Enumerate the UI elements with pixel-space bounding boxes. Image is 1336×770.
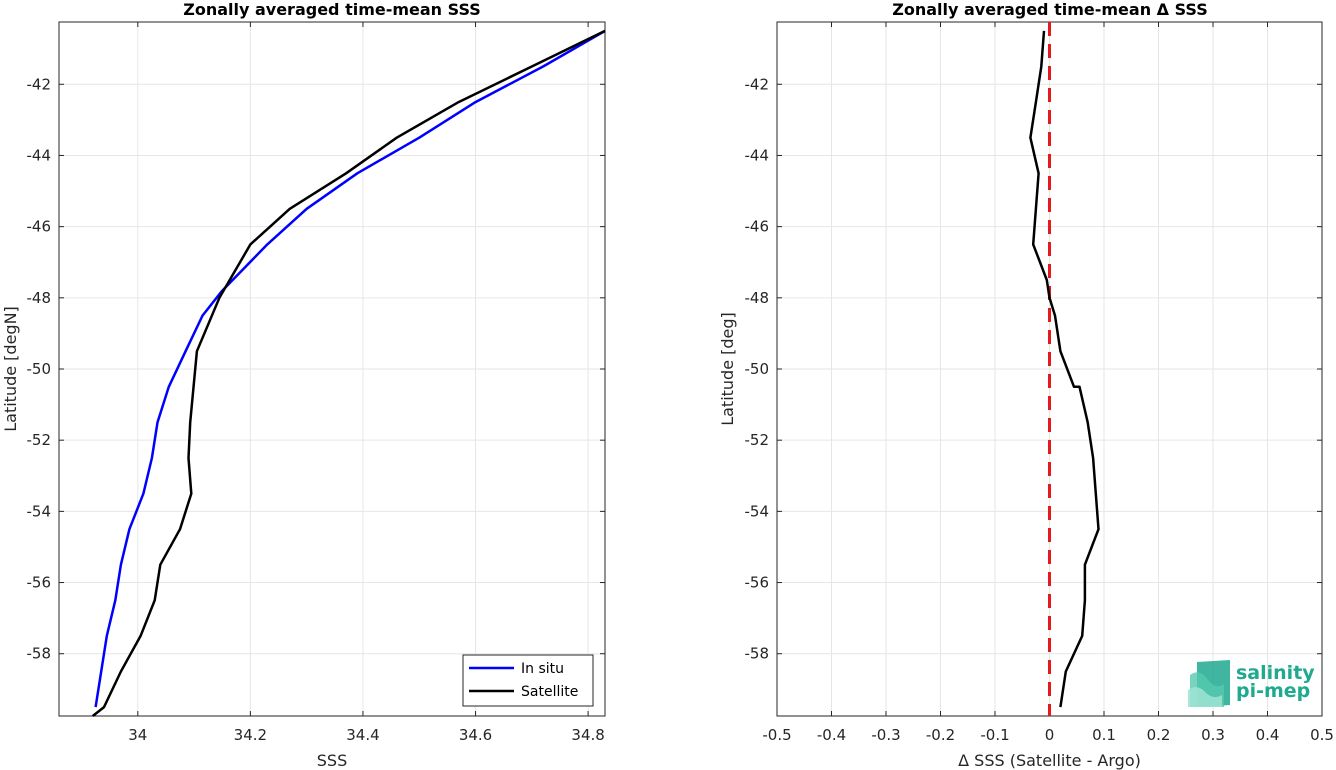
legend-entry-label: In situ — [521, 661, 564, 677]
y-tick-label: -54 — [745, 502, 770, 520]
x-tick-label: 34.4 — [346, 726, 379, 744]
y-tick-label: -44 — [745, 146, 770, 164]
x-tick-label: -0.2 — [926, 726, 955, 744]
y-tick-label: -42 — [745, 75, 770, 93]
x-tick-label: 0.5 — [1310, 726, 1334, 744]
y-tick-label: -54 — [27, 502, 52, 520]
legend-box — [462, 654, 594, 707]
left-chart-panel: 34 34.2 34.4 34.6 34.8 -58 -56 -54 -52 -50 -48 -46 -… — [1, 0, 606, 770]
y-tick-label: -58 — [745, 645, 770, 663]
y-tick-label: -48 — [745, 289, 770, 307]
salinity-pi-mep-logo: salinity pi-mep — [1188, 660, 1315, 707]
chart-title: Zonally averaged time-mean SSS — [183, 0, 481, 19]
y-tick-label: -50 — [27, 360, 52, 378]
x-axis-label: Δ SSS (Satellite - Argo) — [958, 751, 1141, 770]
x-tick-label: 34 — [128, 726, 147, 744]
legend: In situ Satellite — [462, 654, 594, 707]
y-axis-label: Latitude [degN] — [1, 306, 20, 432]
y-axis-label: Latitude [deg] — [718, 312, 737, 426]
x-tick-label: 0.4 — [1256, 726, 1280, 744]
y-tick-label: -42 — [27, 75, 52, 93]
right-chart-panel: -0.5 -0.4 -0.3 -0.2 -0.1 0 0.1 0.2 0.3 0.4 0.5 -58 -… — [718, 0, 1334, 770]
y-tick-label: -48 — [27, 289, 52, 307]
y-tick-label: -46 — [27, 218, 52, 236]
y-tick-label: -52 — [27, 431, 52, 449]
x-tick-label: 34.6 — [459, 726, 492, 744]
y-tick-label: -56 — [745, 574, 770, 592]
y-tick-label: -56 — [27, 574, 52, 592]
x-tick-label: -0.3 — [871, 726, 900, 744]
chart-title: Zonally averaged time-mean Δ SSS — [892, 0, 1208, 19]
x-tick-label: 0.1 — [1092, 726, 1116, 744]
x-tick-label: 34.8 — [571, 726, 604, 744]
x-tick-label: -0.1 — [980, 726, 1009, 744]
y-tick-label: -52 — [745, 431, 770, 449]
legend-entry-label: Satellite — [521, 684, 578, 700]
y-tick-label: -46 — [745, 218, 770, 236]
series-line-in-situ — [94, 29, 606, 708]
logo-waves-icon — [1188, 660, 1230, 707]
x-tick-label: -0.5 — [762, 726, 791, 744]
x-tick-label: 0 — [1045, 726, 1055, 744]
y-tick-label: -50 — [745, 360, 770, 378]
series-line-satellite — [92, 29, 606, 717]
logo-line2: pi-mep — [1236, 680, 1310, 702]
y-tick-label: -44 — [27, 146, 52, 164]
grid — [59, 22, 605, 716]
y-tick-label: -58 — [27, 645, 52, 663]
grid — [776, 22, 1323, 716]
logo-line1: salinity — [1236, 662, 1315, 684]
series-line-0 — [1029, 30, 1100, 708]
x-axis-label: SSS — [317, 751, 347, 770]
x-tick-label: -0.4 — [817, 726, 846, 744]
x-tick-label: 0.3 — [1201, 726, 1225, 744]
x-tick-label: 0.2 — [1147, 726, 1171, 744]
x-tick-label: 34.2 — [234, 726, 267, 744]
